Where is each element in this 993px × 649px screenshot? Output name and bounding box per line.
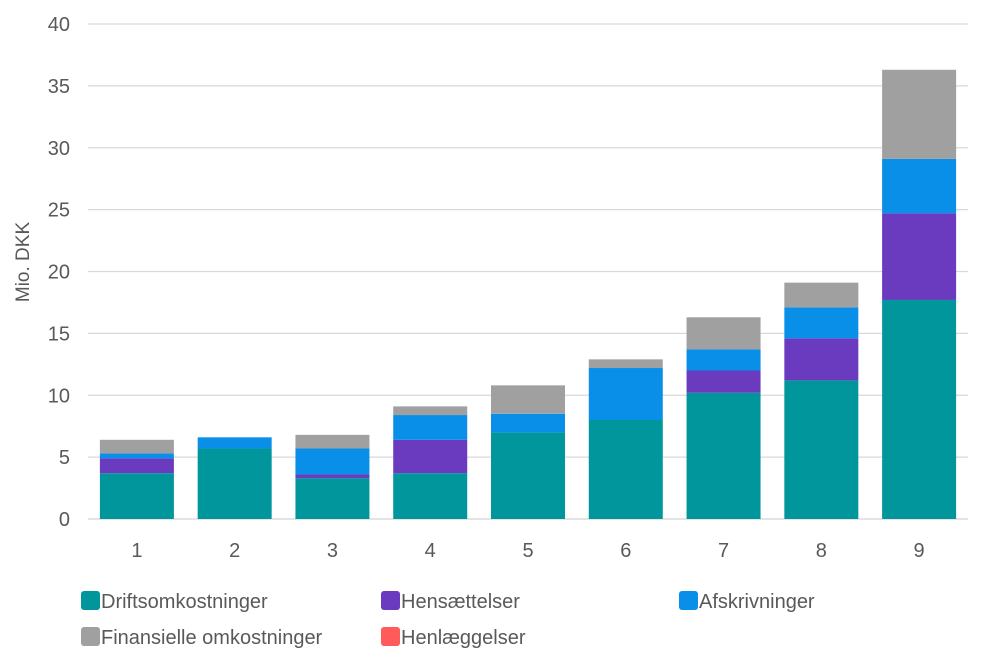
- bar-segment: [686, 317, 761, 350]
- bar-segment: [99, 473, 174, 519]
- bar-segment: [99, 458, 174, 474]
- x-axis-ticks: 1 2 3 4 5 6 7 8 9: [131, 540, 924, 562]
- bar-segment: [882, 299, 957, 519]
- bars: [99, 69, 957, 519]
- bar-segment: [882, 158, 957, 214]
- y-tick-label: 20: [48, 262, 70, 284]
- y-tick-label: 10: [48, 385, 70, 407]
- bar-segment: [491, 413, 565, 433]
- y-tick-label: 15: [48, 323, 70, 345]
- y-tick-label: 5: [59, 447, 70, 469]
- legend-swatch: [381, 627, 400, 646]
- legend-item: Hensættelser: [381, 591, 520, 613]
- legend-item: Finansielle omkostninger: [81, 627, 323, 649]
- legend-swatch: [381, 591, 400, 610]
- bar-segment: [393, 473, 468, 519]
- bar-segment: [784, 380, 859, 519]
- bar-segment: [882, 213, 957, 300]
- legend-swatch: [679, 591, 698, 610]
- legend-label: Finansielle omkostninger: [101, 627, 323, 649]
- bar-segment: [588, 420, 663, 519]
- bar-segment: [588, 359, 663, 369]
- bar-segment: [491, 385, 565, 414]
- legend-swatch: [81, 627, 100, 646]
- bar-segment: [99, 453, 174, 459]
- bar-segment: [686, 349, 761, 371]
- legend-item: Driftsomkostninger: [81, 591, 268, 613]
- bar-segment: [784, 307, 859, 339]
- bar-segment: [295, 448, 370, 475]
- bar-segment: [784, 282, 859, 308]
- legend-label: Driftsomkostninger: [101, 591, 268, 613]
- x-tick-label: 1: [131, 540, 142, 562]
- bar-segment: [197, 448, 272, 519]
- bar-segment: [295, 434, 370, 449]
- legend-item: Afskrivninger: [679, 591, 815, 613]
- bar-segment: [393, 406, 468, 416]
- legend-label: Hensættelser: [401, 591, 520, 613]
- bar-segment: [393, 415, 468, 440]
- bar-segment: [295, 478, 370, 519]
- bar-segment: [686, 370, 761, 393]
- y-tick-label: 25: [48, 200, 70, 222]
- legend-item: Henlæggelser: [381, 627, 526, 649]
- bar-segment: [393, 439, 468, 474]
- legend: Driftsomkostninger Hensættelser Afskrivnin…: [81, 591, 815, 649]
- bar-segment: [99, 439, 174, 454]
- bar-segment: [295, 474, 370, 479]
- y-tick-label: 0: [59, 509, 70, 531]
- bar-segment: [491, 432, 565, 519]
- bar-segment: [882, 69, 957, 159]
- legend-label: Henlæggelser: [401, 627, 526, 649]
- x-tick-label: 5: [522, 540, 533, 562]
- y-tick-label: 30: [48, 138, 70, 160]
- y-tick-label: 40: [48, 14, 70, 36]
- legend-label: Afskrivninger: [699, 591, 815, 613]
- bar-segment: [197, 437, 272, 449]
- bar-segment: [784, 338, 859, 381]
- x-tick-label: 8: [816, 540, 827, 562]
- x-tick-label: 7: [718, 540, 729, 562]
- y-tick-label: 35: [48, 76, 70, 98]
- x-tick-label: 2: [229, 540, 240, 562]
- x-tick-label: 6: [620, 540, 631, 562]
- x-tick-label: 9: [914, 540, 925, 562]
- legend-swatch: [81, 591, 100, 610]
- bar-segment: [588, 368, 663, 420]
- x-tick-label: 4: [425, 540, 436, 562]
- y-axis-ticks: 0 5 10 15 20 25 30 35 40: [48, 14, 70, 531]
- bar-segment: [686, 392, 761, 519]
- y-axis-title: Mio. DKK: [13, 222, 34, 303]
- x-tick-label: 3: [327, 540, 338, 562]
